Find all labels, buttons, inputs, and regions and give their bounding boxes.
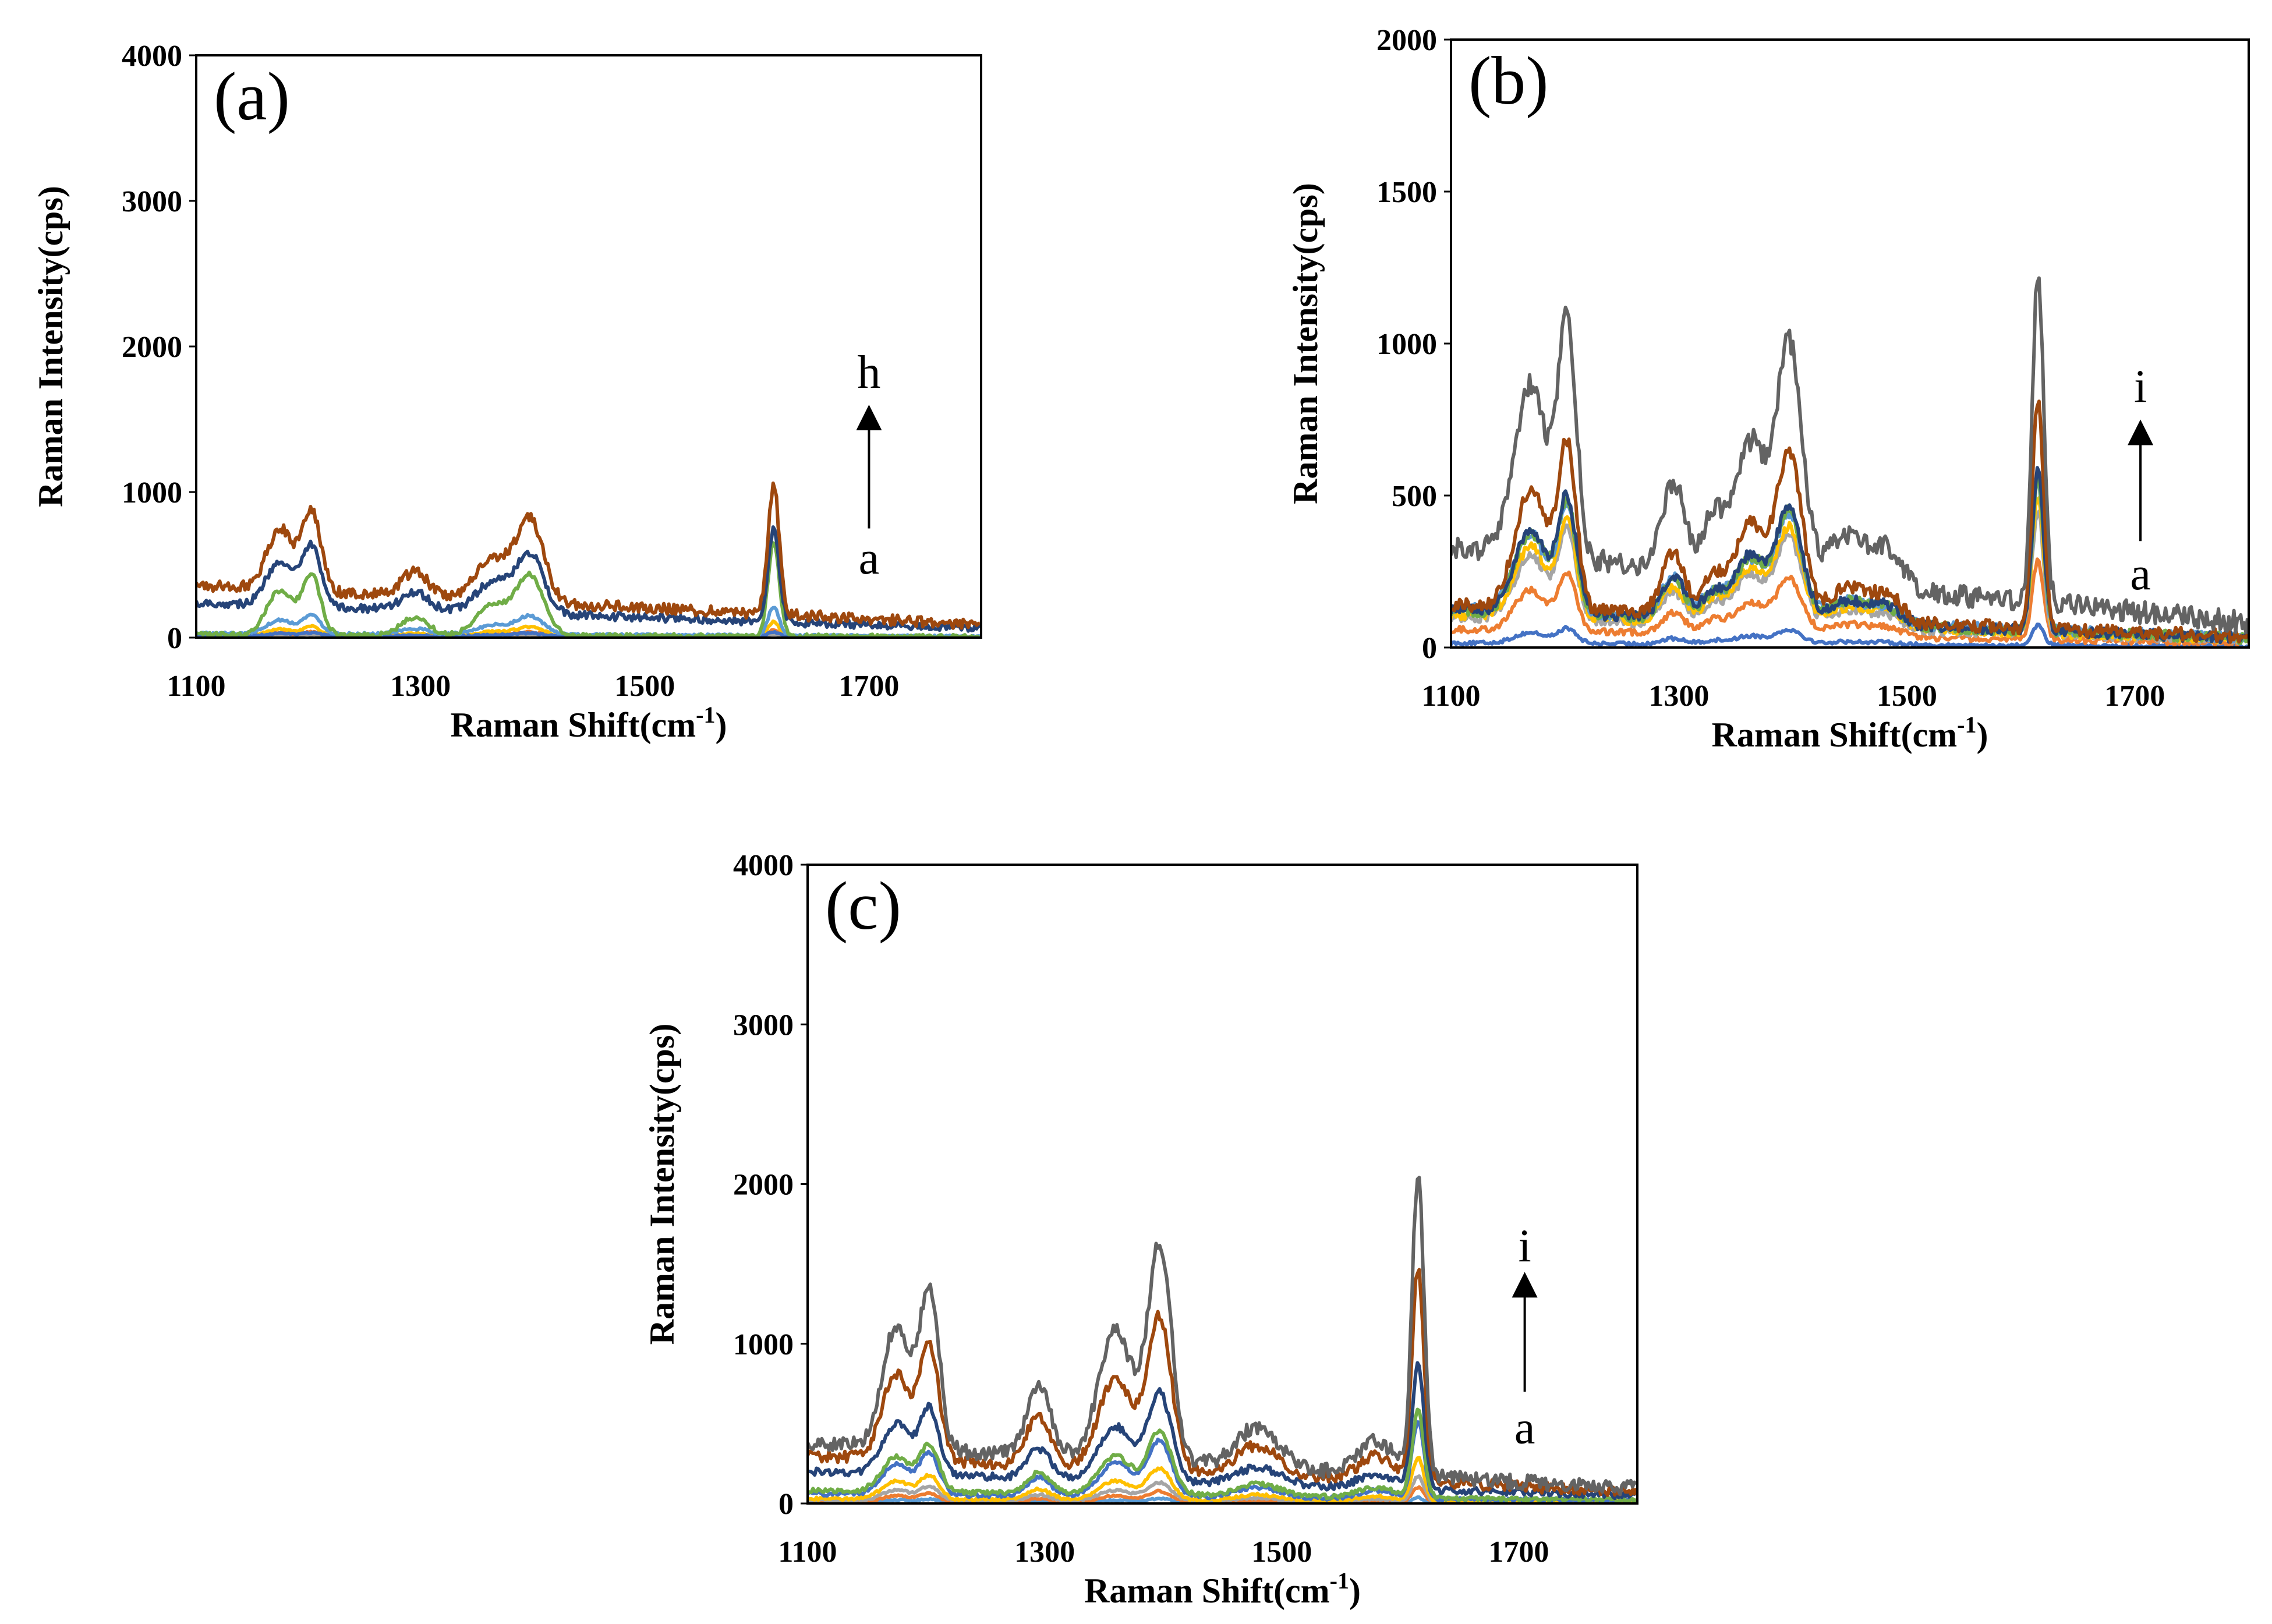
x-tick-label: 1100 bbox=[778, 1535, 837, 1569]
x-tick-label: 1300 bbox=[1648, 680, 1709, 713]
chart-b: 0 500 1000 1500 2000 1100 1300 1500 1700 Raman Sh… bbox=[1286, 24, 2250, 754]
panel-label: (a) bbox=[214, 58, 290, 135]
arrow-label-bottom: a bbox=[1514, 1403, 1535, 1454]
panel-label: (c) bbox=[825, 868, 901, 944]
x-tick-label: 1700 bbox=[1488, 1535, 1549, 1569]
y-tick-label: 1000 bbox=[733, 1328, 794, 1361]
arrow-label-bottom: a bbox=[859, 533, 880, 584]
arrow-head-icon bbox=[856, 405, 882, 430]
y-tick-label: 2000 bbox=[122, 331, 182, 364]
x-tick-label: 1100 bbox=[167, 670, 225, 703]
y-tick-label: 3000 bbox=[733, 1009, 794, 1042]
x-tick-label: 1500 bbox=[614, 670, 675, 703]
arrow-label-top: i bbox=[2134, 361, 2147, 412]
y-tick-label: 2000 bbox=[733, 1169, 794, 1202]
series-line-g bbox=[196, 525, 981, 633]
series-line-i bbox=[1451, 276, 2249, 634]
arrow-head-icon bbox=[1512, 1272, 1538, 1298]
y-axis-title: Raman Intensity(cps) bbox=[1286, 183, 1325, 504]
y-tick-label: 4000 bbox=[122, 40, 182, 73]
y-axis-title: Raman Intensity(cps) bbox=[643, 1024, 681, 1345]
series-line-f bbox=[1451, 472, 2249, 645]
y-tick-label: 1500 bbox=[1376, 176, 1437, 209]
x-tick-label: 1500 bbox=[1877, 680, 1937, 713]
series-line-h bbox=[1451, 399, 2249, 644]
x-axis-title: Raman Shift(cm-1) bbox=[1712, 712, 1988, 754]
x-tick-label: 1100 bbox=[1421, 680, 1480, 713]
series-line-g bbox=[808, 1361, 1637, 1501]
series-line-g bbox=[1451, 466, 2249, 645]
chart-c: 0 1000 2000 3000 4000 1100 1300 1500 1700 Raman S… bbox=[643, 849, 1638, 1610]
arrow-label-top: h bbox=[857, 347, 880, 398]
x-tick-label: 1700 bbox=[838, 670, 899, 703]
y-tick-label: 3000 bbox=[122, 185, 182, 218]
y-tick-label: 0 bbox=[778, 1488, 794, 1521]
x-tick-label: 1500 bbox=[1251, 1535, 1312, 1569]
series-group bbox=[808, 1176, 1637, 1503]
y-tick-label: 500 bbox=[1392, 480, 1437, 513]
x-tick-label: 1300 bbox=[1014, 1535, 1075, 1569]
y-tick-label: 1000 bbox=[122, 476, 182, 510]
x-tick-label: 1700 bbox=[2104, 680, 2165, 713]
y-tick-label: 2000 bbox=[1376, 24, 1437, 57]
series-line-f bbox=[808, 1407, 1637, 1503]
arrow-head-icon bbox=[2128, 419, 2154, 445]
arrow-label-top: i bbox=[1518, 1221, 1531, 1272]
y-axis-title: Raman Intensity(cps) bbox=[31, 186, 70, 507]
chart-a: 0 1000 2000 3000 4000 1100 1300 1500 1700 Raman S… bbox=[31, 40, 982, 744]
series-group bbox=[1451, 276, 2249, 648]
arrow-label-bottom: a bbox=[2130, 549, 2151, 600]
x-axis-title: Raman Shift(cm-1) bbox=[451, 702, 727, 744]
y-tick-label: 0 bbox=[167, 622, 182, 655]
series-group bbox=[196, 481, 981, 638]
y-tick-label: 0 bbox=[1422, 632, 1437, 665]
series-line-i bbox=[808, 1176, 1637, 1496]
x-axis-title: Raman Shift(cm-1) bbox=[1084, 1568, 1361, 1610]
x-tick-label: 1300 bbox=[390, 670, 451, 703]
series-line-b bbox=[1451, 557, 2248, 648]
panel-label: (b) bbox=[1468, 43, 1549, 119]
y-tick-label: 4000 bbox=[733, 849, 794, 882]
series-line-h bbox=[196, 481, 981, 630]
y-tick-label: 1000 bbox=[1376, 328, 1437, 361]
